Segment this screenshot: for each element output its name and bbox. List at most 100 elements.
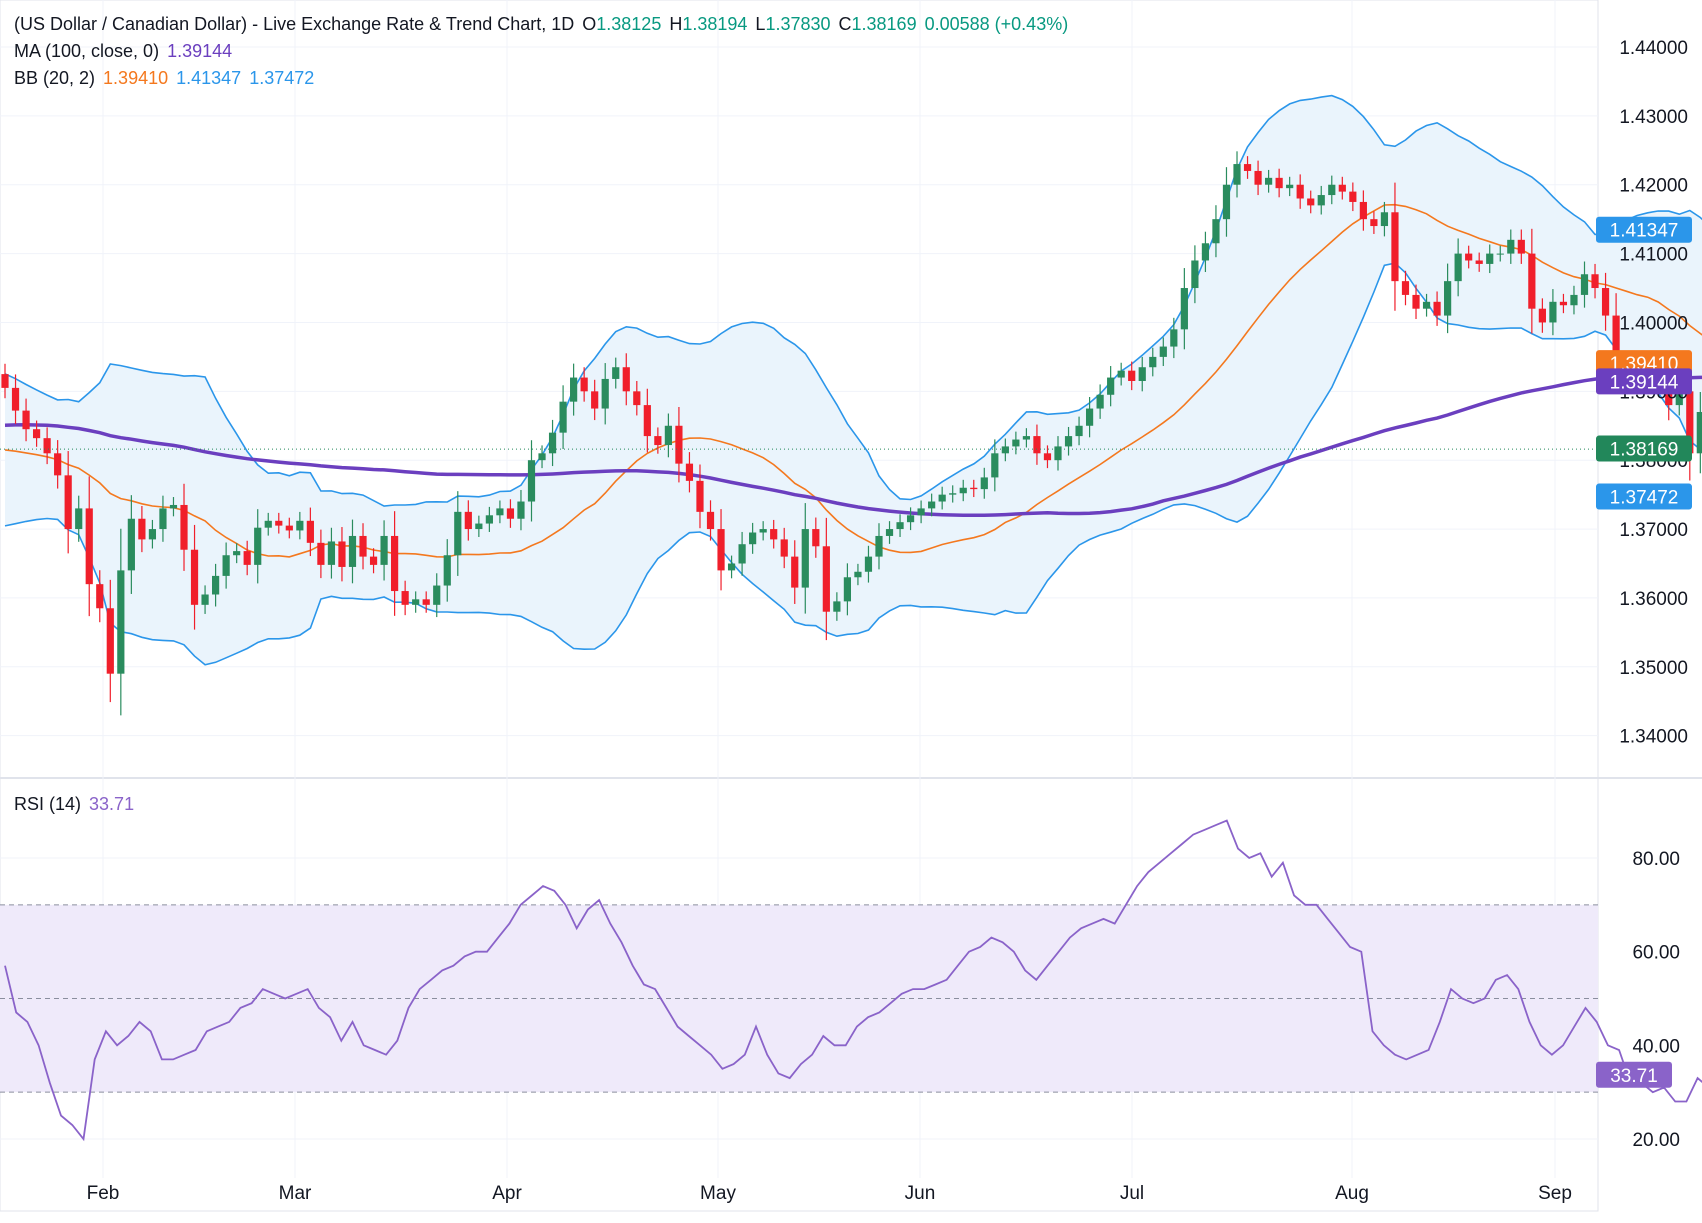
candle-body	[1401, 281, 1410, 295]
candle-body	[1296, 184, 1304, 199]
candle-body	[148, 529, 157, 540]
candle-body	[706, 511, 715, 530]
candle-body	[1338, 184, 1346, 192]
price-label-box	[1596, 368, 1692, 395]
chart-title: (US Dollar / Canadian Dollar) - Live Exc…	[14, 14, 575, 34]
candle-body	[201, 594, 209, 605]
candle-body	[306, 520, 314, 543]
candle-body	[348, 535, 357, 567]
candlesticks	[0, 151, 1702, 716]
candle-body	[1233, 164, 1241, 185]
candle-body	[1138, 367, 1146, 381]
bb-label: BB (20, 2)	[14, 68, 96, 88]
candle-body	[770, 529, 778, 540]
candle-body	[1180, 288, 1188, 330]
candle-body	[180, 504, 188, 550]
price-tick-label: 1.44000	[1619, 38, 1688, 59]
candle-body	[1201, 243, 1210, 261]
candle-body	[643, 405, 651, 437]
candle-body	[496, 508, 504, 516]
price-label-box	[1596, 435, 1692, 462]
candle-body	[1559, 301, 1568, 306]
candle-body	[1254, 170, 1262, 185]
candle-body	[696, 480, 704, 512]
candle-body	[949, 493, 957, 495]
price-label-text: 1.37472	[1610, 488, 1679, 509]
candle-body	[222, 555, 230, 576]
candle-body	[327, 541, 336, 565]
candle-body	[32, 429, 41, 439]
price-label-box	[1596, 483, 1692, 510]
candle-body	[1538, 308, 1546, 323]
rsi-panel	[0, 819, 1702, 1142]
candle-body	[991, 453, 999, 478]
ma-label: MA (100, close, 0)	[14, 41, 160, 61]
candle-body	[1486, 253, 1494, 264]
candle-body	[1043, 453, 1052, 461]
candle-body	[1085, 408, 1094, 426]
candle-body	[1265, 177, 1273, 185]
close-value: 1.38169	[851, 14, 917, 34]
candle-body	[243, 551, 251, 565]
candle-body	[485, 515, 493, 524]
candle-body	[1528, 253, 1536, 309]
bb-upper-line	[4, 94, 1702, 507]
candle-body	[359, 535, 367, 557]
rsi-line	[4, 819, 1702, 1142]
candle-body	[822, 546, 830, 612]
high-label: H	[669, 14, 683, 34]
candle-body	[1422, 301, 1431, 309]
candle-body	[1475, 260, 1483, 264]
candle-body	[159, 508, 167, 530]
candle-body	[1507, 239, 1515, 254]
candle-body	[1349, 191, 1357, 202]
candle-body	[601, 378, 609, 409]
candle-body	[117, 570, 125, 674]
candle-body	[85, 508, 93, 585]
price-tick-label: 1.37000	[1619, 520, 1688, 541]
candle-body	[1033, 436, 1041, 454]
candle-body	[380, 535, 388, 565]
legend-row-rsi: RSI (14) 33.71	[14, 794, 142, 815]
candle-body	[548, 432, 557, 454]
candle-body	[464, 511, 472, 530]
candle-body	[801, 529, 809, 588]
candle-body	[843, 577, 851, 602]
candle-body	[717, 529, 725, 571]
candle-body	[1496, 253, 1504, 255]
open-value: 1.38125	[596, 14, 662, 34]
bollinger-bands	[4, 94, 1702, 666]
low-value: 1.37830	[765, 14, 831, 34]
time-tick-label: May	[700, 1183, 736, 1204]
candle-body	[338, 541, 346, 567]
candle-body	[190, 549, 199, 605]
candle-body	[1159, 346, 1167, 357]
rsi-tick-label: 60.00	[1632, 943, 1680, 964]
candle-body	[54, 453, 62, 476]
candle-body	[1222, 184, 1231, 220]
candle-body	[422, 599, 430, 605]
candle-body	[1243, 164, 1252, 171]
candle-body	[233, 551, 241, 556]
candle-body	[1391, 212, 1399, 282]
candle-body	[1696, 411, 1702, 454]
bb-upper-value: 1.41347	[176, 68, 242, 88]
close-label: C	[838, 14, 852, 34]
candle-body	[1064, 436, 1073, 447]
candle-body	[1412, 294, 1420, 309]
rsi-value-text: 33.71	[1610, 1066, 1658, 1087]
time-tick-label: Sep	[1538, 1183, 1572, 1204]
candle-body	[854, 571, 862, 578]
candle-body	[1117, 370, 1125, 378]
candle-body	[1317, 195, 1325, 206]
bb-lower-line	[4, 262, 1702, 666]
candle-body	[1380, 212, 1389, 227]
candle-body	[43, 438, 51, 454]
price-tick-label: 1.34000	[1619, 727, 1688, 748]
price-tick-label: 1.36000	[1619, 589, 1688, 610]
moving-average	[4, 375, 1702, 518]
legend-row-bb: BB (20, 2) 1.39410 1.41347 1.37472	[14, 68, 322, 89]
time-tick-label: Mar	[279, 1183, 312, 1204]
